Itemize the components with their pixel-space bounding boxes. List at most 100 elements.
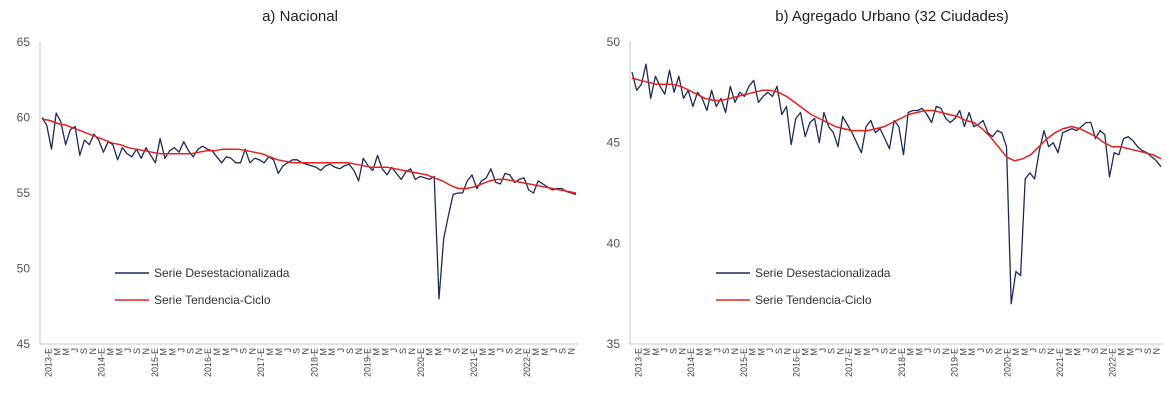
y-tick-label: 65 — [17, 35, 31, 49]
x-tick-label: S — [79, 348, 89, 354]
x-tick-label: M — [327, 348, 337, 356]
x-tick-label: 2013-E — [43, 348, 53, 377]
x-tick-label: J — [496, 348, 506, 353]
x-tick-label: M — [642, 348, 652, 356]
x-tick-label: 2014-E — [97, 348, 107, 377]
x-tick-label: J — [712, 348, 722, 353]
x-tick-label: N — [1099, 348, 1109, 355]
x-tick-label: J — [1081, 348, 1091, 353]
x-tick-label: N — [354, 348, 364, 355]
x-tick-label: S — [932, 348, 942, 354]
x-tick-label: N — [1046, 348, 1056, 355]
x-tick-label: M — [1020, 348, 1030, 356]
x-tick-label: M — [1125, 348, 1135, 356]
x-tick-label: N — [88, 348, 98, 355]
x-tick-label: M — [958, 348, 968, 356]
x-tick-label: 2020-E — [416, 348, 426, 377]
x-tick-label: N — [835, 348, 845, 355]
x-tick-label: J — [176, 348, 186, 353]
x-tick-label: M — [212, 348, 222, 356]
x-tick-label: 2015-E — [739, 348, 749, 377]
x-tick-label: M — [1073, 348, 1083, 356]
x-tick-label: S — [132, 348, 142, 354]
x-tick-label: M — [695, 348, 705, 356]
x-tick-label: J — [549, 348, 559, 353]
y-tick-label: 35 — [607, 337, 621, 351]
x-tick-label: J — [976, 348, 986, 353]
x-tick-label: M — [425, 348, 435, 356]
x-tick-label: M — [168, 348, 178, 356]
x-tick-label: N — [247, 348, 257, 355]
x-tick-label: J — [1134, 348, 1144, 353]
x-tick-label: N — [941, 348, 951, 355]
x-tick-label: 2020-E — [1002, 348, 1012, 377]
x-tick-label: M — [540, 348, 550, 356]
x-tick-label: J — [123, 348, 133, 353]
x-tick-label: S — [879, 348, 889, 354]
x-tick-label: M — [531, 348, 541, 356]
x-tick-label: N — [301, 348, 311, 355]
x-tick-label: J — [283, 348, 293, 353]
x-tick-label: N — [1152, 348, 1162, 355]
x-tick-label: M — [318, 348, 328, 356]
x-tick-label: N — [730, 348, 740, 355]
x-tick-label: M — [800, 348, 810, 356]
x-tick-label: S — [345, 348, 355, 354]
x-tick-label: S — [827, 348, 837, 354]
x-tick-label: 2014-E — [686, 348, 696, 377]
x-tick-label: M — [372, 348, 382, 356]
y-tick-label: 40 — [607, 236, 621, 250]
x-tick-label: 2016-E — [203, 348, 213, 377]
x-tick-label: 2022-E — [1108, 348, 1118, 377]
x-tick-label: N — [407, 348, 417, 355]
x-tick-label: M — [914, 348, 924, 356]
y-tick-label: 60 — [17, 111, 31, 125]
legend-label: Serie Tendencia-Ciclo — [755, 293, 872, 307]
x-tick-label: J — [389, 348, 399, 353]
x-tick-label: J — [923, 348, 933, 353]
legend-label: Serie Desestacionalizada — [154, 266, 290, 280]
x-tick-label: M — [809, 348, 819, 356]
x-tick-label: M — [61, 348, 71, 356]
x-tick-label: M — [1064, 348, 1074, 356]
x-tick-label: M — [380, 348, 390, 356]
x-tick-label: 2016-E — [791, 348, 801, 377]
series-line-tendencia-ciclo — [631, 77, 1162, 162]
x-tick-label: J — [818, 348, 828, 353]
legend-label: Serie Tendencia-Ciclo — [154, 293, 271, 307]
x-tick-label: 2015-E — [150, 348, 160, 377]
x-tick-label: M — [967, 348, 977, 356]
x-tick-label: J — [230, 348, 240, 353]
x-tick-label: M — [478, 348, 488, 356]
x-tick-label: N — [567, 348, 577, 355]
x-tick-label: N — [888, 348, 898, 355]
y-tick-label: 45 — [607, 136, 621, 150]
y-tick-label: 50 — [17, 262, 31, 276]
x-tick-label: S — [1090, 348, 1100, 354]
x-tick-label: S — [505, 348, 515, 354]
chart-title: b) Agregado Urbano (32 Ciudades) — [775, 8, 1008, 25]
x-tick-label: N — [783, 348, 793, 355]
y-tick-label: 55 — [17, 186, 31, 200]
legend-label: Serie Desestacionalizada — [755, 266, 891, 280]
x-tick-label: M — [756, 348, 766, 356]
x-tick-label: J — [336, 348, 346, 353]
chart-title: a) Nacional — [262, 8, 338, 25]
x-tick-label: S — [721, 348, 731, 354]
x-tick-label: 2022-E — [522, 348, 532, 377]
chart-panel-2: b) Agregado Urbano (32 Ciudades) 35 40 45 50… — [607, 8, 1163, 377]
x-tick-label: 2019-E — [363, 348, 373, 377]
x-tick-label: S — [558, 348, 568, 354]
x-tick-label: J — [442, 348, 452, 353]
x-tick-label: 2017-E — [844, 348, 854, 377]
x-tick-label: 2019-E — [950, 348, 960, 377]
x-tick-label: M — [221, 348, 231, 356]
x-tick-label: M — [274, 348, 284, 356]
chart-panel-1: a) Nacional45505560652013-EMMJSN2014-EMM… — [17, 8, 578, 377]
x-tick-label: M — [906, 348, 916, 356]
x-tick-label: M — [1116, 348, 1126, 356]
x-tick-label: M — [862, 348, 872, 356]
x-tick-label: J — [660, 348, 670, 353]
x-tick-label: M — [106, 348, 116, 356]
